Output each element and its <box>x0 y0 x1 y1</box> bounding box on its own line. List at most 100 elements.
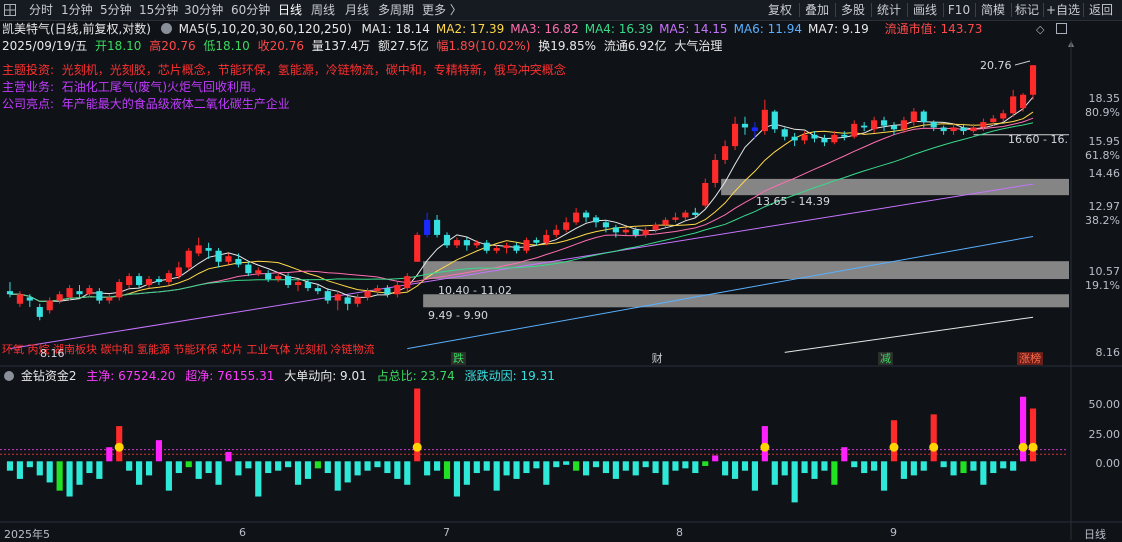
candle <box>463 240 470 246</box>
tab-fenshi[interactable]: 分时 <box>29 3 54 17</box>
candle <box>136 276 143 286</box>
candle <box>96 291 103 301</box>
ma-line <box>10 96 1034 302</box>
tab-daily[interactable]: 日线 <box>278 3 303 17</box>
quote-date: 2025/09/19/五 <box>2 39 88 53</box>
candle <box>354 297 361 304</box>
flow-bar <box>56 461 63 491</box>
candle <box>493 248 500 251</box>
candle <box>871 120 878 130</box>
candle <box>404 276 411 289</box>
flow-bar <box>414 388 421 462</box>
candle <box>374 288 381 292</box>
candle <box>235 258 242 265</box>
candle <box>880 120 888 126</box>
flow-bar <box>235 461 242 476</box>
candle <box>344 297 351 304</box>
flow-bar <box>36 461 43 476</box>
flow-bar <box>652 461 659 474</box>
flow-bar <box>592 461 600 468</box>
simple-mode-button[interactable]: 简模 <box>980 3 1005 17</box>
flow-bar <box>871 461 878 471</box>
draw-button[interactable]: 画线 <box>912 3 937 17</box>
flow-bar <box>175 461 182 474</box>
quote-amount: 额27.5亿 <box>377 39 429 53</box>
tab-30min[interactable]: 30分钟 <box>184 3 224 17</box>
note-business-text: 石油化工尾气(废气)火炬气回收利用。 <box>61 80 264 94</box>
candle <box>642 229 649 235</box>
add-watchlist-button[interactable]: +自选 <box>1045 3 1081 17</box>
mark-button[interactable]: 标记 <box>1014 3 1039 17</box>
quote-low: 低18.10 <box>203 39 250 53</box>
grid-icon[interactable] <box>4 0 18 20</box>
flow-bar <box>751 461 758 491</box>
candle <box>712 159 719 183</box>
candle <box>294 282 302 286</box>
tab-weekly[interactable]: 周线 <box>311 3 336 17</box>
trend-line <box>407 235 1034 350</box>
candle <box>304 282 312 289</box>
flow-bar <box>990 461 997 474</box>
candle <box>900 120 907 130</box>
note-theme-label: 主题投资: <box>2 63 55 77</box>
signal-dot <box>114 442 124 452</box>
flow-bar <box>66 461 73 497</box>
flow-bar <box>821 461 828 471</box>
candle <box>702 182 709 206</box>
candle <box>76 291 83 295</box>
candle <box>910 111 917 123</box>
candle <box>513 245 520 251</box>
flow-bar <box>145 461 153 476</box>
tab-60min[interactable]: 60分钟 <box>231 3 271 17</box>
flow-bar <box>553 461 560 468</box>
candle <box>612 227 619 233</box>
ma-line <box>10 111 1034 302</box>
overlay-button[interactable]: 叠加 <box>804 3 829 17</box>
candle <box>1010 96 1017 114</box>
ma-values: MA1: 18.14 MA2: 17.39 MA3: 16.82 MA4: 16.39… <box>361 22 874 36</box>
flow-bar <box>473 461 480 474</box>
ma-info-bar: 凯美特气(日线,前复权,对数) MA5(5,10,20,30,60,120,25… <box>0 20 1075 39</box>
candle <box>453 240 461 246</box>
ma-label: MA6: 11.94 <box>733 22 802 36</box>
candle <box>106 297 113 301</box>
stats-button[interactable]: 统计 <box>876 3 901 17</box>
candle <box>731 123 739 147</box>
flow-bar <box>662 461 669 485</box>
flow-bar <box>334 461 341 491</box>
diamond-icon[interactable]: ◇ <box>1036 23 1045 36</box>
flow-bar <box>285 461 292 468</box>
candle <box>155 279 163 283</box>
flow-bar <box>731 461 739 479</box>
fuquan-button[interactable]: 复权 <box>767 3 792 17</box>
flow-bar <box>940 461 947 468</box>
toolbar: 分时 1分钟 5分钟 15分钟 30分钟 60分钟 日线 周线 月线 多周期 更… <box>0 0 1122 21</box>
flow-bar <box>404 461 411 485</box>
multi-stock-button[interactable]: 多股 <box>840 3 865 17</box>
candle <box>314 288 321 292</box>
support-band <box>721 178 1069 196</box>
settings-icon[interactable] <box>160 23 172 34</box>
back-button[interactable]: 返回 <box>1088 3 1113 17</box>
candle <box>722 146 729 160</box>
flow-bar <box>1020 396 1027 462</box>
window-icon[interactable] <box>1055 23 1067 34</box>
f10-button[interactable]: F10 <box>947 3 971 17</box>
tab-multi-period[interactable]: 多周期 <box>378 3 415 17</box>
toolbar-divider <box>1011 3 1012 17</box>
tab-1min[interactable]: 1分钟 <box>61 3 93 17</box>
candle <box>831 134 838 143</box>
tab-monthly[interactable]: 月线 <box>345 3 370 17</box>
trend-line <box>9 183 1034 350</box>
tab-more[interactable]: 更多 〉 <box>422 3 462 17</box>
flow-bar <box>215 461 222 485</box>
candle <box>533 240 540 243</box>
candle <box>126 276 133 286</box>
indicator-settings-icon[interactable] <box>4 371 14 381</box>
tab-15min[interactable]: 15分钟 <box>139 3 179 17</box>
flow-bar <box>781 461 788 476</box>
tab-5min[interactable]: 5分钟 <box>100 3 132 17</box>
flow-bar <box>702 461 709 466</box>
toolbar-divider <box>1043 3 1044 17</box>
